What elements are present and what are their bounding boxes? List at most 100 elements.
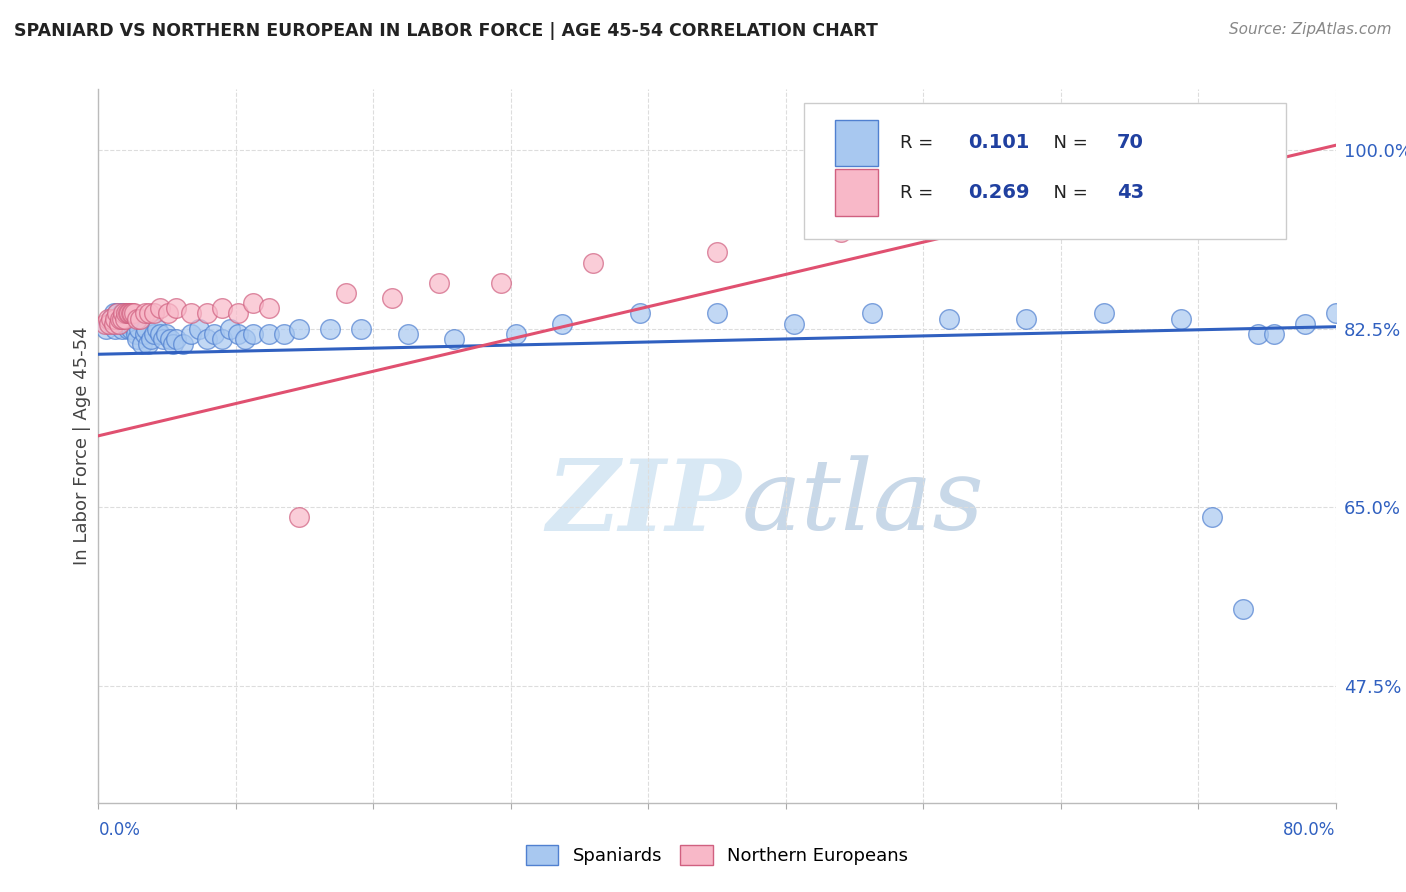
Point: [117, 306, 139, 320]
Point: [138, 306, 160, 320]
Point: [118, 317, 141, 331]
Point: [96, 322, 118, 336]
Point: [1232, 602, 1254, 616]
Text: 70: 70: [1116, 133, 1143, 153]
Text: N =: N =: [1042, 134, 1094, 152]
Point: [103, 317, 125, 331]
Point: [121, 306, 143, 320]
Point: [257, 326, 280, 341]
Point: [136, 337, 159, 351]
Point: [1170, 311, 1192, 326]
Point: [1092, 306, 1115, 320]
Point: [1077, 184, 1099, 198]
Point: [93, 317, 115, 331]
Point: [489, 276, 512, 290]
Point: [149, 326, 172, 341]
Point: [783, 317, 806, 331]
Text: 43: 43: [1116, 183, 1144, 202]
Point: [860, 306, 883, 320]
Point: [582, 255, 605, 269]
Point: [112, 306, 135, 320]
Point: [242, 326, 264, 341]
Point: [105, 306, 128, 320]
Bar: [835, 120, 877, 166]
Point: [195, 332, 218, 346]
Legend: Spaniards, Northern Europeans: Spaniards, Northern Europeans: [526, 846, 908, 865]
Point: [112, 306, 135, 320]
Point: [706, 306, 728, 320]
Point: [288, 322, 311, 336]
Point: [103, 317, 125, 331]
Point: [273, 326, 295, 341]
Point: [128, 322, 150, 336]
Point: [108, 311, 131, 326]
Point: [122, 311, 145, 326]
Point: [396, 326, 419, 341]
Point: [706, 245, 728, 260]
Text: Source: ZipAtlas.com: Source: ZipAtlas.com: [1229, 22, 1392, 37]
Point: [172, 337, 194, 351]
Point: [100, 311, 122, 326]
Point: [335, 286, 357, 301]
Point: [115, 317, 138, 331]
Text: SPANIARD VS NORTHERN EUROPEAN IN LABOR FORCE | AGE 45-54 CORRELATION CHART: SPANIARD VS NORTHERN EUROPEAN IN LABOR F…: [14, 22, 877, 40]
Point: [155, 326, 177, 341]
Bar: [835, 169, 877, 216]
Point: [129, 311, 152, 326]
Point: [146, 322, 169, 336]
FancyBboxPatch shape: [804, 103, 1286, 239]
Point: [195, 306, 218, 320]
Point: [134, 306, 156, 320]
Point: [120, 306, 142, 320]
Point: [953, 204, 976, 219]
Point: [443, 332, 465, 346]
Text: atlas: atlas: [742, 456, 984, 550]
Point: [107, 311, 129, 326]
Point: [165, 301, 187, 316]
Point: [105, 306, 128, 320]
Point: [135, 322, 157, 336]
Point: [427, 276, 450, 290]
Point: [381, 291, 404, 305]
Point: [350, 322, 373, 336]
Point: [121, 317, 143, 331]
Point: [143, 326, 166, 341]
Point: [551, 317, 574, 331]
Point: [143, 306, 166, 320]
Point: [233, 332, 257, 346]
Point: [101, 317, 124, 331]
Point: [628, 306, 651, 320]
Point: [122, 306, 145, 320]
Point: [1324, 306, 1347, 320]
Text: N =: N =: [1042, 184, 1094, 202]
Point: [226, 326, 249, 341]
Point: [211, 301, 233, 316]
Point: [127, 332, 149, 346]
Point: [134, 326, 156, 341]
Text: R =: R =: [900, 184, 939, 202]
Point: [131, 337, 153, 351]
Point: [114, 311, 136, 326]
Point: [1201, 144, 1223, 158]
Point: [97, 311, 120, 326]
Point: [938, 311, 960, 326]
Point: [319, 322, 342, 336]
Point: [111, 311, 132, 326]
Point: [204, 326, 226, 341]
Point: [104, 322, 127, 336]
Point: [257, 301, 280, 316]
Point: [104, 311, 127, 326]
Point: [127, 311, 149, 326]
Text: ZIP: ZIP: [547, 455, 742, 551]
Point: [115, 306, 138, 320]
Point: [1263, 326, 1285, 341]
Point: [226, 306, 249, 320]
Point: [111, 306, 132, 320]
Point: [288, 510, 311, 524]
Point: [165, 332, 187, 346]
Text: 0.269: 0.269: [969, 183, 1029, 202]
Point: [830, 225, 852, 239]
Point: [505, 326, 527, 341]
Text: 80.0%: 80.0%: [1284, 822, 1336, 839]
Point: [124, 326, 146, 341]
